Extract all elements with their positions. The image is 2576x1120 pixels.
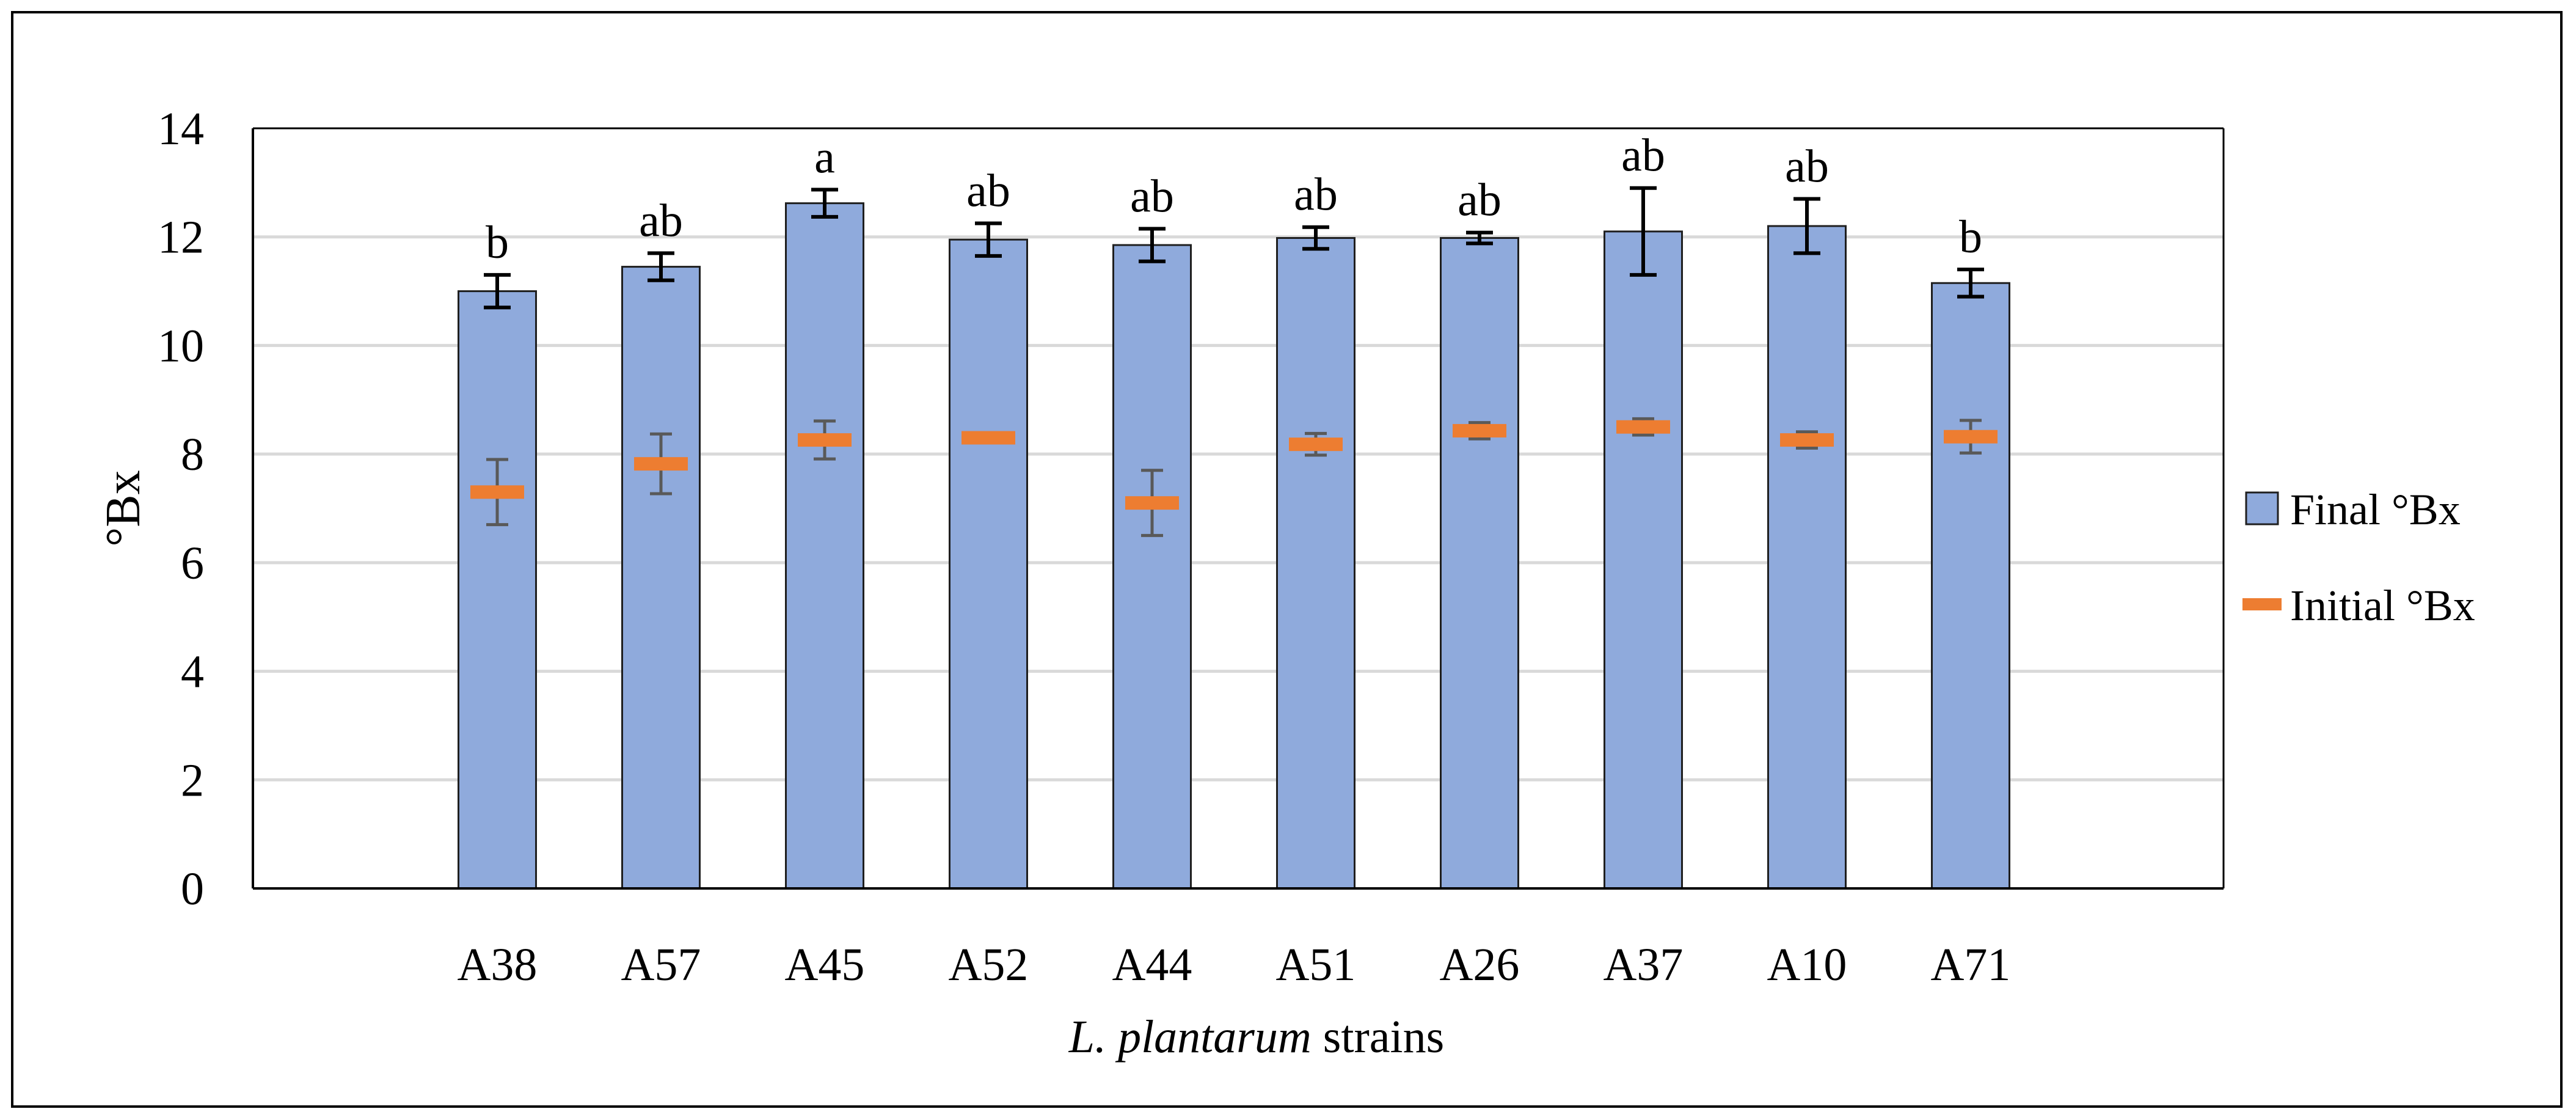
legend-initial-label: Initial °Bx [2290, 581, 2475, 630]
y-tick-label: 6 [181, 538, 204, 589]
x-tick-label: A37 [1604, 939, 1684, 990]
final-bx-bar [458, 290, 537, 890]
x-tick-label: A71 [1931, 939, 2011, 990]
final-bx-bar [1604, 230, 1683, 890]
final-bx-bar [1440, 236, 1519, 890]
significance-label: ab [1621, 130, 1665, 181]
y-tick-label: 8 [181, 429, 204, 480]
significance-label: ab [1785, 141, 1829, 192]
initial-bx-markers [470, 417, 1998, 537]
significance-label: ab [1130, 170, 1174, 222]
x-tick-label: A51 [1276, 939, 1356, 990]
final-bx-bar [1276, 236, 1356, 890]
initial-bx-marker [1453, 423, 1506, 437]
y-tick-label: 14 [158, 103, 204, 155]
gridlines [253, 235, 2224, 781]
x-tick-label: A10 [1767, 939, 1847, 990]
significance-label: ab [639, 195, 683, 246]
y-tick-labels: 0 2 4 6 8 10 12 14 [158, 103, 204, 915]
final-bx-bar [1112, 244, 1192, 890]
legend-initial-swatch [2242, 598, 2282, 610]
final-bx-bar [621, 266, 701, 890]
x-tick-label: A26 [1440, 939, 1520, 990]
final-bx-bar [1767, 225, 1847, 890]
significance-label: ab [1458, 175, 1501, 226]
final-bx-bar [1931, 282, 2010, 890]
x-tick-label: A38 [458, 939, 538, 990]
final-bx-bars [458, 186, 2010, 890]
final-bx-bar [785, 202, 864, 890]
significance-label: a [814, 131, 835, 183]
figure-frame: 0 2 4 6 8 10 12 14 A38 A57 A45 A52 A44 A51 A26 A37 A10 A… [11, 11, 2563, 1108]
initial-bx-marker [961, 431, 1015, 445]
significance-label: ab [1294, 169, 1338, 221]
initial-bx-marker [798, 433, 852, 447]
initial-bx-marker [1289, 437, 1343, 452]
initial-bx-marker [1616, 420, 1670, 434]
x-tick-labels: A38 A57 A45 A52 A44 A51 A26 A37 A10 A71 [458, 939, 2011, 990]
y-axis-label: °Bx [97, 470, 150, 546]
x-axis-label-italic: L. plantarum [1068, 1011, 1312, 1063]
y-tick-label: 2 [181, 755, 204, 806]
initial-bx-marker [634, 457, 688, 471]
x-tick-label: A45 [785, 939, 865, 990]
y-tick-label: 10 [158, 320, 204, 372]
initial-bx-marker [1125, 496, 1179, 510]
significance-label: ab [966, 166, 1010, 217]
x-axis-label-rest: strains [1312, 1011, 1444, 1063]
significance-labels: b ab a ab ab ab ab ab ab b [486, 130, 1982, 268]
initial-bx-marker [470, 485, 524, 499]
y-tick-label: 4 [181, 646, 204, 698]
y-tick-label: 12 [158, 212, 204, 263]
significance-label: b [1959, 211, 1982, 263]
initial-bx-marker [1944, 430, 1998, 444]
x-tick-label: A44 [1112, 939, 1192, 990]
final-bx-bar [949, 238, 1028, 890]
initial-bx-marker [1780, 433, 1834, 447]
legend: Final °Bx Initial °Bx [2242, 485, 2475, 630]
y-tick-label: 0 [181, 863, 204, 915]
x-axis-label: L. plantarum strains [1068, 1011, 1444, 1063]
legend-final-swatch [2245, 491, 2279, 525]
x-tick-label: A57 [621, 939, 701, 990]
significance-label: b [486, 217, 509, 268]
legend-final-label: Final °Bx [2290, 485, 2461, 534]
x-tick-label: A52 [949, 939, 1029, 990]
